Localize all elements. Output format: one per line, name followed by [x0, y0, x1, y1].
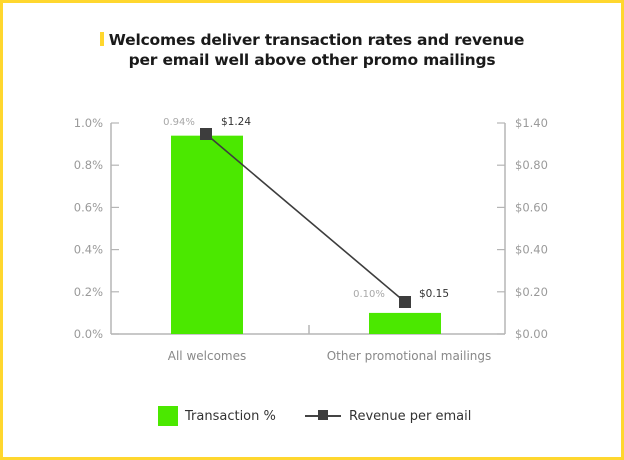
right-axis-tick-label: $0.40 [515, 243, 548, 257]
left-axis-tick-label: 1.0% [74, 116, 103, 130]
right-axis: $0.00 $0.20 $0.40 $0.60 $0.80 $1.40 [497, 116, 548, 341]
right-axis-tick-label: $0.20 [515, 285, 548, 299]
bar-all-welcomes [171, 135, 243, 334]
title-accent-bar [99, 32, 104, 46]
revenue-label-welcomes: $1.24 [221, 116, 251, 128]
revenue-marker-welcomes [200, 128, 212, 140]
bar-label-welcomes: 0.94% [163, 117, 195, 128]
legend-item-transaction: Transaction % [158, 404, 276, 428]
left-axis-tick-label: 0.4% [74, 243, 103, 257]
chart-title: Welcomes deliver transaction rates and r… [0, 30, 624, 70]
bar-label-other: 0.10% [353, 289, 385, 300]
legend-item-revenue: Revenue per email [305, 404, 471, 428]
category-label-welcomes: All welcomes [168, 349, 247, 363]
legend-line-marker-icon [305, 410, 341, 420]
right-axis-tick-label: $1.40 [515, 116, 548, 130]
bar-other-promotional [369, 312, 441, 334]
right-axis-tick-label: $0.60 [515, 200, 548, 214]
legend: Transaction % Revenue per email [0, 404, 624, 428]
revenue-label-other: $0.15 [419, 288, 449, 300]
left-axis-tick-label: 0.6% [74, 200, 103, 214]
left-axis: 0.0% 0.2% 0.4% 0.6% 0.8% 1.0% [74, 116, 119, 341]
revenue-line [205, 133, 406, 303]
legend-label-revenue: Revenue per email [349, 408, 472, 424]
right-axis-tick-label: $0.80 [515, 158, 548, 172]
right-axis-tick-label: $0.00 [515, 327, 548, 341]
title-line-1: Welcomes deliver transaction rates and r… [108, 31, 525, 49]
left-axis-tick-label: 0.8% [74, 158, 103, 172]
category-label-other: Other promotional mailings [327, 349, 492, 363]
revenue-marker-other [399, 296, 411, 308]
left-axis-tick-label: 0.2% [74, 285, 103, 299]
left-axis-tick-label: 0.0% [74, 327, 103, 341]
legend-label-transaction: Transaction % [185, 408, 276, 424]
legend-swatch-bar [158, 406, 178, 426]
title-line-2: per email well above other promo mailing… [128, 51, 496, 69]
